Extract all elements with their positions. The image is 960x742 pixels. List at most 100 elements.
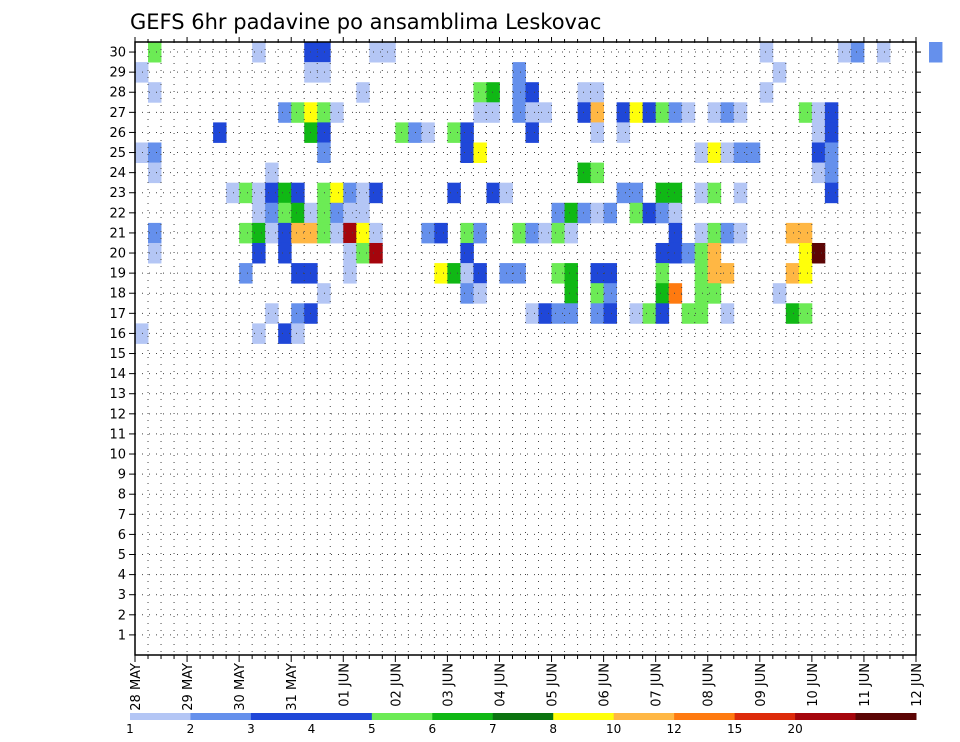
heatmap-cell [473,142,487,163]
y-tick-label: 6 [118,528,126,543]
heatmap-cell [317,283,331,304]
heatmap-cell [564,263,578,284]
heatmap-cell [473,82,487,103]
heatmap-cell [356,242,370,264]
y-tick-label: 12 [109,407,126,422]
heatmap-cell [525,122,539,143]
x-tick-label: 08 JUN [702,663,717,707]
x-tick-label: 05 JUN [546,663,561,707]
heatmap-cell [720,102,735,123]
x-tick-label: 11 JUN [858,663,873,707]
heatmap-cell [291,222,305,244]
heatmap-cell [148,162,162,184]
y-tick-label: 24 [109,166,126,181]
heatmap-cell [135,323,149,344]
heatmap-cell [252,242,266,264]
heatmap-cell [330,222,344,244]
y-tick-label: 1 [118,628,126,643]
colorbar-swatch [855,713,917,720]
heatmap-cell [330,182,344,204]
heatmap-cell [655,283,670,304]
heatmap-cell [629,202,644,224]
heatmap-cell [733,102,748,123]
heatmap-cell [473,283,487,304]
heatmap-cell [707,182,722,204]
colorbar-swatch [553,713,615,720]
heatmap-cell [694,303,709,324]
heatmap-cell [291,102,305,123]
heatmap-cell [720,222,735,244]
heatmap-cell [148,142,162,163]
heatmap-cell [434,222,448,244]
y-tick-label: 9 [118,468,126,483]
heatmap-cell [291,182,305,204]
x-tick-label: 06 JUN [598,663,613,707]
heatmap-cell [460,283,474,304]
heatmap-cell [668,182,683,204]
heatmap-cell [278,182,292,204]
colorbar-label: 12 [667,722,682,736]
y-tick-label: 17 [109,307,126,322]
heatmap-cell [239,182,253,204]
colorbar-swatch [432,713,494,720]
heatmap-cell [798,102,813,123]
heatmap-cell [668,283,683,304]
heatmap-cell [655,242,670,264]
heatmap-cell [512,263,526,284]
heatmap-cell [603,303,618,324]
colorbar-swatch [311,713,373,720]
heatmap-cell [929,42,943,63]
heatmap-cell [707,102,722,123]
heatmap-cell [421,222,435,244]
colorbar-swatch [795,713,857,720]
heatmap-cell [824,162,839,184]
colorbar-label: 8 [549,722,557,736]
heatmap-cell [642,303,657,324]
heatmap-cell [759,82,774,103]
heatmap-cell [473,102,487,123]
heatmap-cell [460,142,474,163]
heatmap-cell [733,182,748,204]
heatmap-cells [135,42,943,344]
heatmap-cell [447,263,461,284]
x-axis-tick-labels: 28 MAY 29 MAY 30 MAY 31 MAY 01 JUN 02 JUN 03 J… [129,663,925,711]
heatmap-cell [317,182,331,204]
heatmap-cell [135,142,149,163]
heatmap-cell [538,303,552,324]
chart-title: GEFS 6hr padavine po ansamblima Leskovac [130,10,601,34]
heatmap-cell [642,102,657,123]
heatmap-cell [811,162,826,184]
heatmap-cell [512,102,526,123]
heatmap-cell [148,42,162,63]
heatmap-cell [265,202,279,224]
y-tick-label: 11 [109,427,126,442]
heatmap-cell [707,263,722,284]
heatmap-cell [148,82,162,103]
heatmap-cell [382,42,396,63]
heatmap-cell [603,202,618,224]
heatmap-cell [356,202,370,224]
heatmap-cell [798,242,813,264]
y-tick-label: 29 [109,66,126,81]
colorbar-labels: 1 2 3 4 5 6 7 8 10 12 15 20 [126,722,803,736]
colorbar-label: 15 [727,722,742,736]
heatmap-cell [577,162,591,184]
heatmap-cell [252,202,266,224]
heatmap-cell [356,182,370,204]
x-tick-label: 30 MAY [233,663,248,711]
heatmap-cell [629,102,644,123]
heatmap-cell [798,222,813,244]
heatmap-cell [278,242,292,264]
axis-ticks [129,37,921,662]
x-tick-label: 10 JUN [806,663,821,707]
colorbar-label: 10 [606,722,621,736]
colorbar-label: 1 [126,722,134,736]
heatmap-cell [694,222,709,244]
heatmap-cell [330,102,344,123]
heatmap-cell [551,222,565,244]
heatmap-cell [694,283,709,304]
x-tick-label: 01 JUN [337,663,352,707]
y-tick-label: 8 [118,488,126,503]
colorbar-label: 6 [428,722,436,736]
heatmap-cell [694,182,709,204]
